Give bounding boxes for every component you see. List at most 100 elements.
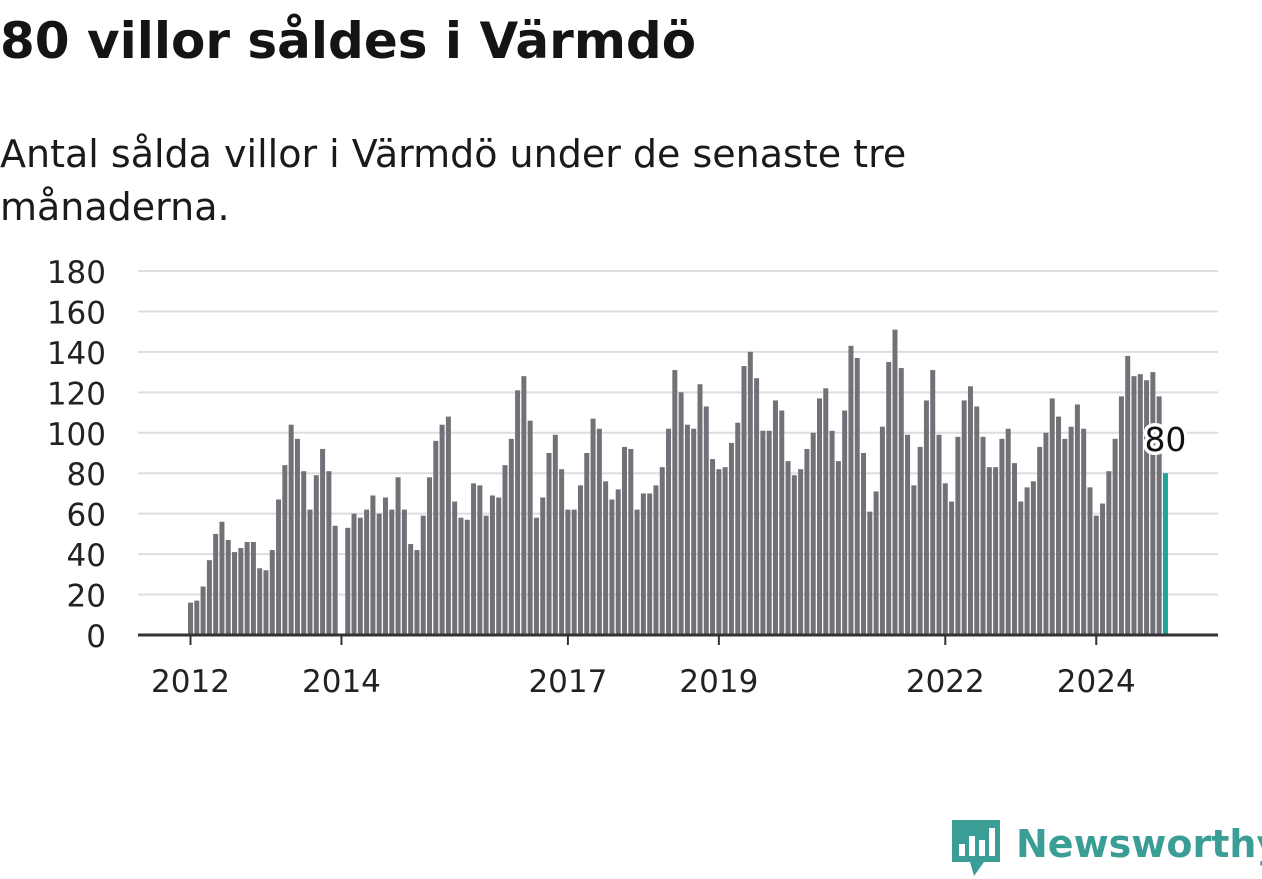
bar: [427, 477, 433, 635]
bar: [917, 446, 923, 635]
bar: [666, 428, 672, 635]
x-tick-label: 2014: [302, 664, 381, 700]
bar: [521, 376, 527, 635]
bar: [974, 406, 980, 635]
bar: [1049, 398, 1055, 635]
bar: [716, 469, 722, 635]
bar: [219, 521, 225, 635]
bar: [458, 517, 464, 635]
bar: [879, 426, 885, 635]
bar: [225, 539, 231, 635]
bar: [835, 461, 841, 635]
bar: [320, 448, 326, 635]
y-tick-label: 60: [67, 498, 106, 534]
bar: [464, 519, 470, 635]
bar: [1131, 376, 1137, 635]
bar: [288, 424, 294, 635]
latest-value-label: 80: [1144, 420, 1186, 459]
bar: [653, 485, 659, 635]
bar: [647, 493, 653, 635]
bar: [760, 430, 766, 635]
bar: [357, 517, 363, 635]
x-tick-label: 2024: [1057, 664, 1136, 700]
bar: [332, 525, 338, 635]
bar: [754, 378, 760, 635]
bar: [949, 501, 955, 635]
bar: [1112, 438, 1118, 635]
bar: [1011, 463, 1017, 635]
bar: [364, 509, 370, 635]
newsworthy-logo-icon: [952, 820, 1000, 876]
bar: [873, 491, 879, 635]
bar: [1100, 503, 1106, 635]
bar: [823, 388, 829, 635]
bar: [232, 552, 238, 635]
x-tick-label: 2012: [151, 664, 230, 700]
bar: [294, 438, 300, 635]
bar: [445, 416, 451, 635]
bar: [276, 499, 282, 635]
bar: [942, 483, 948, 635]
bar: [1068, 426, 1074, 635]
bar: [848, 345, 854, 635]
bar: [282, 465, 288, 635]
bar: [766, 430, 772, 635]
x-axis-ticks: 2012 2014 2017 2019 2022 2024: [151, 635, 1136, 700]
bar: [433, 440, 439, 635]
bar: [930, 370, 936, 635]
bar: [1118, 396, 1124, 635]
bar: [672, 370, 678, 635]
bar: [206, 560, 212, 635]
bar: [993, 467, 999, 635]
bar: [772, 400, 778, 635]
bar: [905, 434, 911, 635]
bar: [892, 329, 898, 635]
gridlines: [138, 270, 1218, 596]
y-tick-label: 160: [47, 295, 106, 331]
bar: [999, 438, 1005, 635]
x-tick-label: 2019: [679, 664, 758, 700]
bar: [244, 541, 250, 635]
bar: [439, 424, 445, 635]
bar-latest: [1162, 473, 1168, 635]
bar: [559, 469, 565, 635]
bar: [515, 390, 521, 635]
bar: [691, 428, 697, 635]
bar: [1030, 481, 1036, 635]
bar: [923, 400, 929, 635]
bar: [609, 499, 615, 635]
bar: [791, 475, 797, 635]
x-tick-label: 2017: [528, 664, 607, 700]
bar: [1106, 471, 1112, 635]
bar: [804, 448, 810, 635]
bar: [735, 422, 741, 635]
bar: [263, 570, 269, 635]
bar: [395, 477, 401, 635]
bar: [351, 513, 357, 635]
bar: [313, 475, 319, 635]
bar: [779, 410, 785, 635]
bar: [628, 448, 634, 635]
bar: [678, 392, 684, 635]
bar: [194, 600, 200, 635]
bar: [257, 568, 263, 635]
bars: [188, 329, 1168, 635]
bar: [1074, 404, 1080, 635]
bar: [867, 511, 873, 635]
bar: [886, 362, 892, 635]
bar: [389, 509, 395, 635]
bar: [980, 436, 986, 635]
bar: [1018, 501, 1024, 635]
bar: [728, 442, 734, 635]
bar: [986, 467, 992, 635]
bar: [301, 471, 307, 635]
bar: [659, 467, 665, 635]
bar: [414, 550, 420, 635]
bar: [1125, 355, 1131, 635]
bar: [596, 428, 602, 635]
bar: [408, 544, 414, 635]
bar: [861, 453, 867, 635]
newsworthy-logo-text: Newsworthy: [1016, 822, 1262, 866]
bar: [829, 430, 835, 635]
bar: [722, 467, 728, 635]
